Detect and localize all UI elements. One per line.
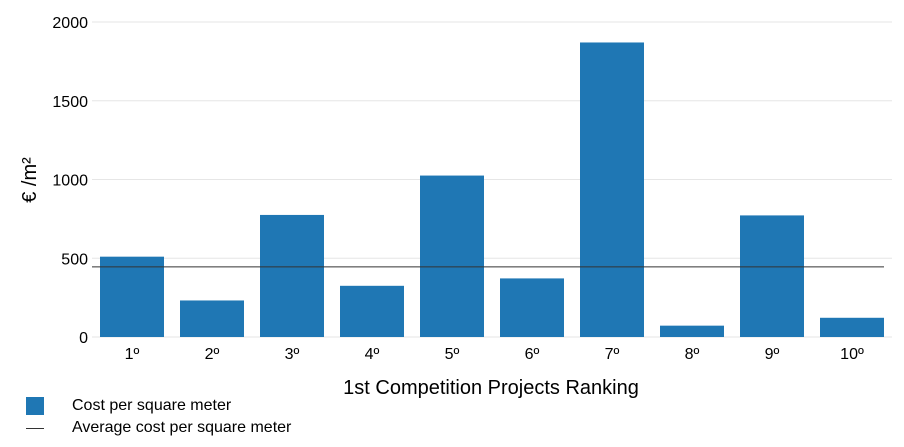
bar (180, 300, 244, 337)
bar (100, 256, 164, 337)
legend-swatch (26, 397, 44, 415)
bar (820, 317, 884, 337)
legend-label-average: Average cost per square meter (72, 419, 292, 436)
x-tick-label: 6º (525, 346, 540, 363)
x-tick-label: 3º (285, 346, 300, 363)
legend-item-average: Average cost per square meter (26, 417, 291, 439)
x-tick-label: 2º (205, 346, 220, 363)
y-tick-label: 0 (79, 330, 88, 347)
y-axis-title: € /m² (19, 157, 41, 203)
x-tick-label: 7º (605, 346, 620, 363)
x-tick-label: 5º (445, 346, 460, 363)
x-tick-label: 4º (365, 346, 380, 363)
x-axis-title: 1st Competition Projects Ranking (343, 377, 639, 399)
bar (740, 215, 804, 337)
bar (660, 325, 724, 337)
y-tick-label: 1500 (52, 94, 88, 111)
bar (340, 285, 404, 337)
legend-label-cost: Cost per square meter (72, 397, 232, 414)
y-axis-ticks: 0 500 1000 1500 2000 (52, 15, 88, 347)
y-tick-label: 1000 (52, 173, 88, 190)
x-tick-label: 8º (685, 346, 700, 363)
legend: Cost per square meter Average cost per s… (26, 395, 291, 439)
bar (260, 214, 324, 337)
legend-item-cost: Cost per square meter (26, 395, 291, 417)
y-tick-label: 500 (61, 251, 88, 268)
legend-line (26, 427, 44, 429)
bar (500, 278, 564, 337)
y-tick-label: 2000 (52, 15, 88, 32)
bar (420, 175, 484, 337)
bars (100, 42, 884, 337)
x-tick-label: 10º (840, 346, 864, 363)
bar (580, 42, 644, 337)
x-axis-ticks: 1º 2º 3º 4º 5º 6º 7º 8º 9º 10º (125, 346, 864, 363)
x-tick-label: 9º (765, 346, 780, 363)
x-tick-label: 1º (125, 346, 140, 363)
